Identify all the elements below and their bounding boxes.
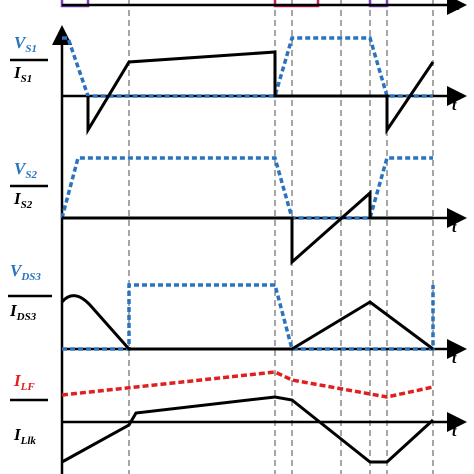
waveforms (60, 36, 435, 464)
label-part: DS3 (16, 311, 37, 323)
label-part: LF (20, 381, 36, 393)
timing-lines (128, 0, 434, 474)
label-part: S1 (21, 73, 33, 85)
signal-label: VDS3 (10, 261, 41, 283)
label-part: V (14, 33, 27, 52)
time-label: t (452, 219, 457, 236)
signal-label: ILF (13, 371, 35, 393)
signal-label: IS2 (13, 189, 33, 211)
label-part: S1 (25, 43, 37, 55)
label-part: I (13, 371, 22, 390)
signal-label: VS1 (14, 33, 37, 55)
label-part: I (9, 301, 18, 320)
label-part: I (13, 63, 22, 82)
label-part: S2 (25, 169, 37, 181)
time-label: t (452, 423, 457, 440)
signal-label: IS1 (13, 63, 32, 85)
time-label: t (455, 0, 460, 14)
label-part: V (10, 261, 23, 280)
label-part: DS3 (20, 271, 41, 283)
label-part: Llk (20, 435, 37, 447)
time-label: t (452, 350, 457, 367)
label-part: I (13, 425, 22, 444)
label-part: S2 (21, 199, 33, 211)
label-part: V (14, 159, 27, 178)
time-label: t (452, 97, 457, 114)
signal-label: VS2 (14, 159, 37, 181)
label-part: I (13, 189, 22, 208)
signal-label: ILlk (13, 425, 36, 447)
signal-label: IDS3 (9, 301, 37, 323)
